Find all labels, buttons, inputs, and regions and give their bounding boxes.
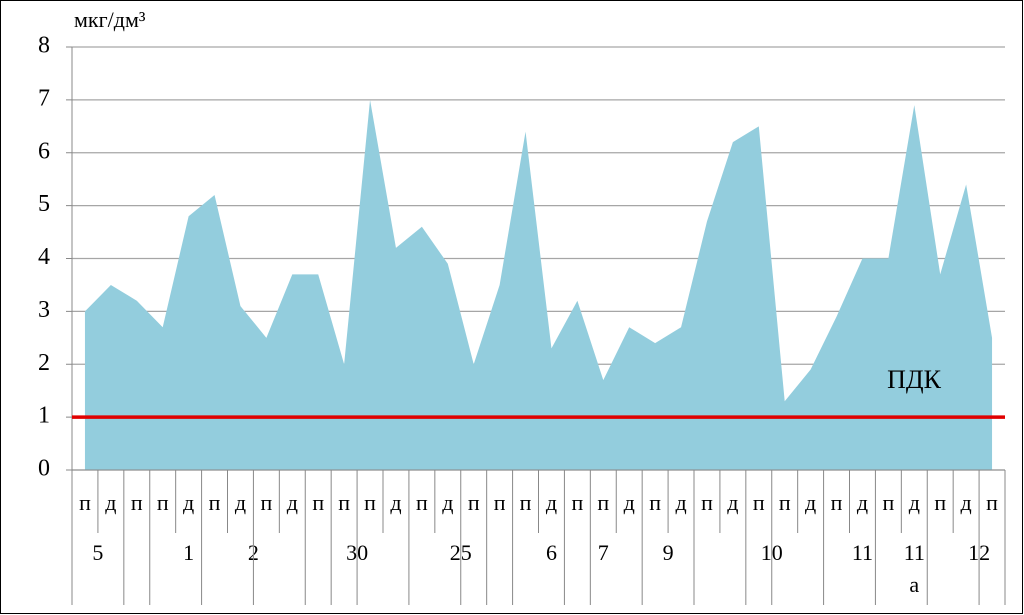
x-subcategory-label: п [986, 490, 998, 515]
x-subcategory-label: п [416, 490, 428, 515]
x-subcategory-label: п [934, 490, 946, 515]
area [84, 99, 993, 470]
x-subcategory-label: д [390, 490, 401, 515]
x-subcategory-label: д [857, 490, 868, 515]
x-subcategory-label: д [675, 490, 686, 515]
x-subcategory-label: д [727, 490, 738, 515]
x-subcategory-label: д [105, 490, 116, 515]
reference-label: ПДК [887, 365, 942, 394]
x-subcategory-label: п [209, 490, 221, 515]
y-tick-label: 8 [38, 33, 50, 59]
y-axis-label: мкг/дм³ [74, 7, 146, 32]
x-group-label-line: 11 [904, 540, 925, 565]
x-group-label: 9 [663, 540, 674, 565]
x-subcategory-label: п [753, 490, 765, 515]
x-group-label: 5 [92, 540, 103, 565]
x-group-label-line: а [909, 572, 919, 597]
y-tick-label: 4 [38, 244, 50, 270]
x-subcategory-label: д [546, 490, 557, 515]
x-subcategory-label: п [882, 490, 894, 515]
x-subcategory-label: п [312, 490, 324, 515]
x-subcategory-label: п [157, 490, 169, 515]
x-subcategory-label: п [831, 490, 843, 515]
x-subcategory-label: п [260, 490, 272, 515]
x-subcategory-label: д [235, 490, 246, 515]
x-subcategory-label: п [131, 490, 143, 515]
x-subcategory-label: п [649, 490, 661, 515]
x-group-label: 7 [598, 540, 609, 565]
x-group-label: 6 [546, 540, 557, 565]
y-tick-label: 7 [38, 85, 50, 111]
x-subcategory-label: п [494, 490, 506, 515]
x-subcategory-label: п [79, 490, 91, 515]
x-group-label: 11 [852, 540, 873, 565]
x-subcategory-label: п [338, 490, 350, 515]
x-subcategory-label: п [364, 490, 376, 515]
y-tick-label: 3 [38, 297, 50, 323]
y-tick-label: 6 [38, 138, 50, 164]
y-tick-label: 2 [38, 350, 50, 376]
x-subcategory-label: д [805, 490, 816, 515]
x-subcategory-label: д [442, 490, 453, 515]
x-subcategory-label: п [468, 490, 480, 515]
x-subcategory-label: п [701, 490, 713, 515]
y-tick-label: 1 [38, 403, 50, 429]
x-subcategory-label: д [961, 490, 972, 515]
x-subcategory-label: п [779, 490, 791, 515]
x-subcategory-label: д [287, 490, 298, 515]
y-tick-label: 0 [38, 456, 50, 482]
x-subcategory-label: п [571, 490, 583, 515]
x-subcategory-label: д [624, 490, 635, 515]
x-subcategory-label: п [597, 490, 609, 515]
x-subcategory-label: п [520, 490, 532, 515]
x-group-label: 11 а [904, 540, 925, 597]
x-subcategory-label: д [909, 490, 920, 515]
y-tick-label: 5 [38, 191, 50, 217]
x-group-label: 1 [183, 540, 194, 565]
x-subcategory-label: д [183, 490, 194, 515]
